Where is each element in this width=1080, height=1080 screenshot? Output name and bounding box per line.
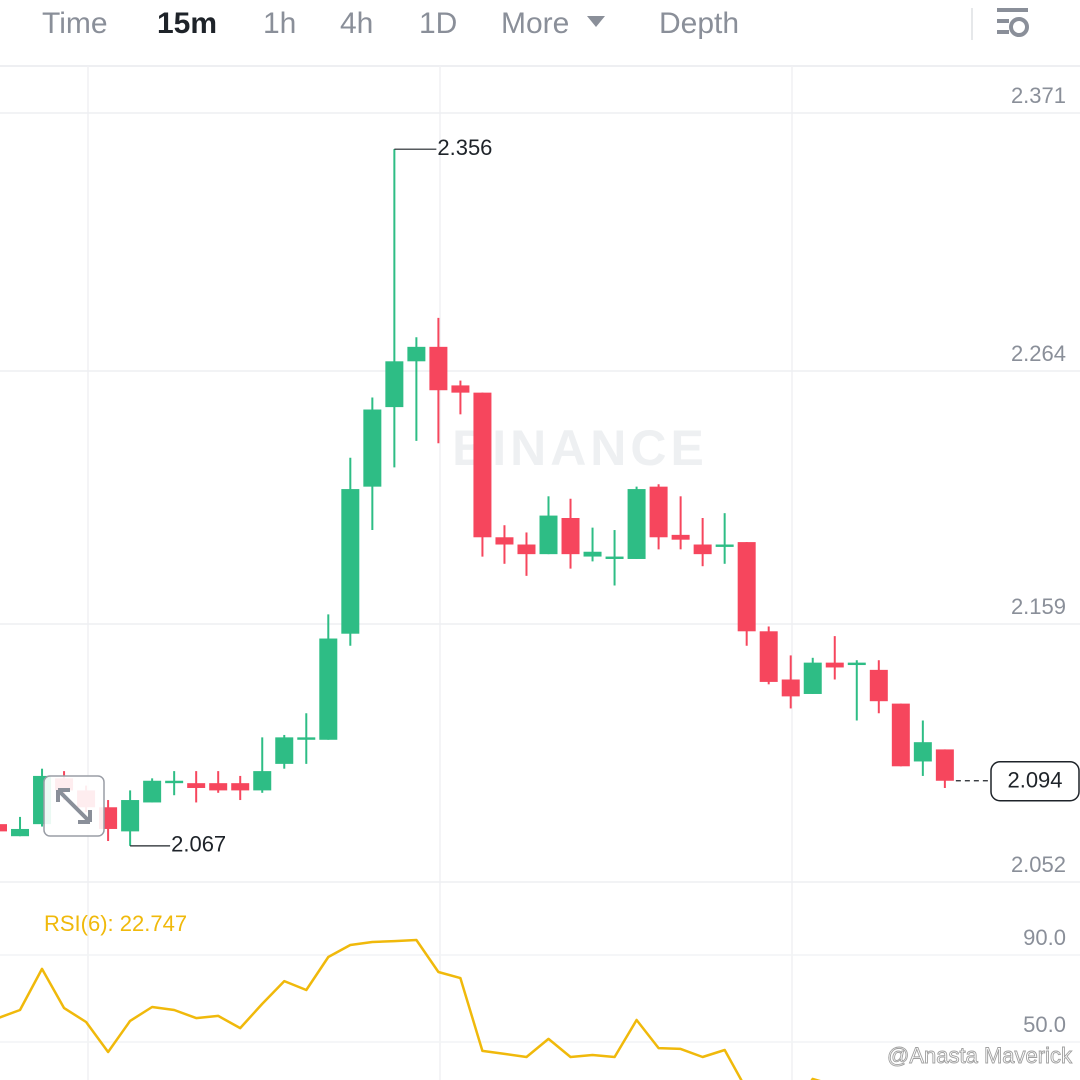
candle-body <box>165 780 184 784</box>
candle-body <box>913 742 932 762</box>
candle-body <box>11 828 30 837</box>
rsi-line <box>0 938 821 1080</box>
candle-body <box>473 392 492 538</box>
candle-body <box>429 346 448 391</box>
candle-body <box>341 489 360 634</box>
candle-body <box>869 669 888 702</box>
candle-body <box>561 517 580 555</box>
interval-tabs: Time 15m 1h 4h 1D More Depth <box>42 7 739 40</box>
tab[interactable]: Depth <box>659 7 739 40</box>
candle-body <box>759 631 778 682</box>
rsi-panel: 90.0 50.0 RSI(6): 22.747 <box>0 911 1080 1080</box>
candle-body <box>209 783 228 791</box>
candle-body <box>935 749 954 781</box>
candle-body <box>715 544 734 547</box>
candle-body <box>297 737 316 740</box>
candle-body <box>825 662 844 668</box>
candle-body <box>583 551 602 557</box>
tab[interactable]: 4h <box>340 7 373 40</box>
candle-body <box>539 515 558 555</box>
candle-body <box>0 824 7 832</box>
candle-body <box>781 679 800 697</box>
candle-body <box>275 737 294 764</box>
tab[interactable]: 1h <box>263 7 296 40</box>
credit: @Anasta Maverick <box>887 1043 1073 1068</box>
y-tick-label: 2.052 <box>1011 852 1066 877</box>
tab[interactable]: 1D <box>419 7 457 40</box>
candle-body <box>737 542 756 632</box>
candle-body <box>121 800 140 832</box>
candle-body <box>319 638 338 740</box>
last-price-box <box>990 761 1080 802</box>
candle-body <box>385 361 404 408</box>
y-tick-label: 2.371 <box>1011 83 1066 108</box>
tab[interactable]: More <box>501 7 569 40</box>
candle-body <box>605 556 624 559</box>
settings-icon[interactable] <box>997 8 1029 37</box>
candle-body <box>693 544 712 555</box>
candle-body <box>627 489 646 559</box>
y-tick-label: 50.0 <box>1023 1012 1066 1037</box>
candle-body <box>187 783 206 788</box>
y-tick-label: 2.264 <box>1011 341 1066 366</box>
tab[interactable]: 15m <box>157 7 217 40</box>
last-price-label: 2.094 <box>1007 768 1062 793</box>
candle-body <box>451 385 470 393</box>
more-caret[interactable] <box>587 16 605 27</box>
candle-body <box>891 703 910 767</box>
candle-body <box>671 534 690 540</box>
candle-body <box>649 486 668 538</box>
y-tick-label: 90.0 <box>1023 925 1066 950</box>
candle-body <box>495 537 514 545</box>
y-tick-label: 2.159 <box>1011 594 1066 619</box>
tab[interactable]: Time <box>42 7 108 40</box>
candle-body <box>803 662 822 694</box>
min-label: 2.067 <box>171 832 226 857</box>
candle-body <box>231 783 250 791</box>
indicator-title: RSI(6): 22.747 <box>44 911 187 936</box>
candle-body <box>407 346 426 362</box>
candle-body <box>253 771 272 791</box>
candle-body <box>363 409 382 487</box>
candle-body <box>517 544 536 555</box>
max-label: 2.356 <box>437 135 492 160</box>
candle-body <box>143 780 162 803</box>
expand-button[interactable] <box>43 775 105 837</box>
candle-body <box>847 662 866 666</box>
candles: 2.371 2.264 2.159 2.052 2.356 2.067 2.094 <box>0 83 1080 883</box>
watermark: BINANCE <box>452 420 708 476</box>
